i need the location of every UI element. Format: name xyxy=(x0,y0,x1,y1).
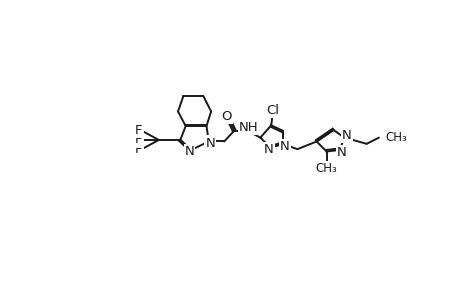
Text: F: F xyxy=(134,134,142,146)
Text: NH: NH xyxy=(239,121,258,134)
Text: O: O xyxy=(221,110,231,123)
Text: N: N xyxy=(184,145,194,158)
Text: N: N xyxy=(205,136,215,149)
Text: N: N xyxy=(280,140,289,153)
Text: N: N xyxy=(341,129,351,142)
Text: CH₃: CH₃ xyxy=(315,162,337,175)
Text: F: F xyxy=(134,143,142,156)
Text: N: N xyxy=(263,143,273,157)
Text: CH₃: CH₃ xyxy=(384,131,406,144)
Text: F: F xyxy=(134,124,142,137)
Text: N: N xyxy=(336,146,346,159)
Text: Cl: Cl xyxy=(266,104,279,117)
